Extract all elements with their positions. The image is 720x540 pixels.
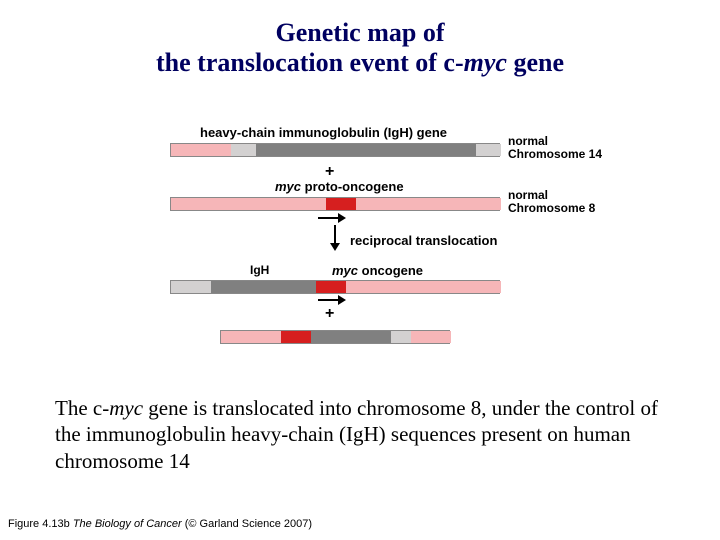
bar-segment [326, 198, 356, 210]
figure-credit: Figure 4.13b The Biology of Cancer (© Ga… [8, 518, 312, 530]
bar-segment [316, 281, 346, 293]
label-normal-chr8: normal Chromosome 8 [508, 189, 595, 215]
arrow-down-icon [330, 225, 340, 251]
page-title: Genetic map of the translocation event o… [0, 0, 720, 78]
bar-segment [171, 198, 326, 210]
bar-segment [171, 144, 231, 156]
bar-segment [476, 144, 501, 156]
bar-segment [411, 331, 451, 343]
bar-segment [221, 331, 281, 343]
bar-segment [211, 281, 316, 293]
label-myc-proto: myc proto-oncogene [275, 179, 404, 194]
chromosome-bar-4 [220, 330, 450, 344]
arrow-right-icon-1 [318, 213, 346, 223]
label-normal-chr14: normal Chromosome 14 [508, 135, 602, 161]
genetic-map-diagram: heavy-chain immunoglobulin (IgH) gene no… [120, 125, 600, 360]
label-igh-short: IgH [250, 263, 269, 277]
label-igh-gene: heavy-chain immunoglobulin (IgH) gene [200, 125, 447, 140]
bar-segment [356, 198, 501, 210]
figure-caption: The c-myc gene is translocated into chro… [55, 395, 665, 474]
bar-segment [311, 331, 391, 343]
title-line2a: the translocation event of c- [156, 48, 464, 77]
bar-segment [391, 331, 411, 343]
plus-icon-1: + [325, 163, 334, 181]
chromosome-bar-1 [170, 143, 500, 157]
plus-icon-2: + [325, 305, 334, 323]
arrow-right-icon-2 [318, 295, 346, 305]
bar-segment [346, 281, 501, 293]
chromosome-bar-2 [170, 197, 500, 211]
bar-segment [231, 144, 256, 156]
bar-segment [256, 144, 476, 156]
bar-segment [281, 331, 311, 343]
label-myc-oncogene: myc oncogene [332, 263, 423, 278]
title-line2c: gene [507, 48, 564, 77]
title-line1: Genetic map of [276, 18, 445, 47]
label-reciprocal: reciprocal translocation [350, 233, 497, 248]
bar-segment [171, 281, 211, 293]
title-line2b: myc [464, 48, 507, 77]
chromosome-bar-3 [170, 280, 500, 294]
